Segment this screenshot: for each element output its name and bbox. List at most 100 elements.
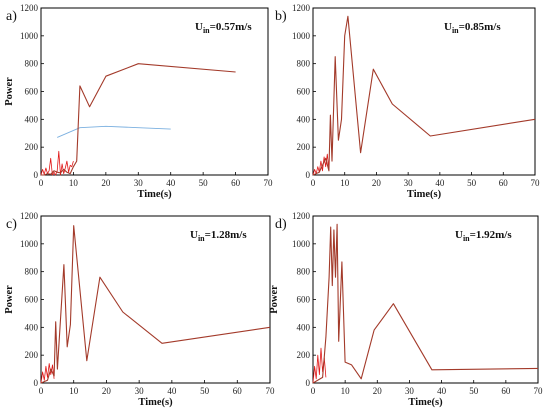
y-tick-label: 200 — [25, 142, 39, 152]
velocity-annotation: Uin=0.57m/s — [195, 21, 252, 35]
y-tick-label: 400 — [297, 322, 311, 332]
x-tick-label: 60 — [233, 386, 243, 396]
annotation-subscript: in — [198, 234, 205, 243]
y-tick-label: 200 — [297, 350, 311, 360]
x-tick-label: 0 — [39, 178, 44, 188]
panel-a: 0 10 20 30 40 50 60 70 0 200 400 600 800 1000 1200 Time… — [4, 3, 273, 200]
series-line-secondary — [57, 125, 171, 138]
x-tick-label: 20 — [372, 178, 382, 188]
x-tick-label: 70 — [531, 178, 541, 188]
x-tick-label: 0 — [39, 386, 44, 396]
y-tick-label: 800 — [297, 267, 311, 277]
velocity-annotation: Uin=1.92m/s — [455, 229, 512, 243]
x-axis-label: Time(s) — [407, 189, 442, 200]
y-tick-label: 600 — [297, 87, 311, 97]
x-tick-label: 60 — [501, 386, 511, 396]
y-tick-label: 1200 — [292, 211, 311, 221]
x-tick-label: 20 — [102, 386, 112, 396]
x-tick-label: 10 — [69, 386, 79, 396]
y-tick-label: 1000 — [20, 239, 39, 249]
panel-c: 0 10 20 30 40 50 60 70 0 200 400 600 800 1000 1200 Time… — [4, 211, 275, 408]
x-tick-label: 60 — [231, 178, 241, 188]
x-tick-label: 40 — [166, 178, 176, 188]
x-tick-label: 40 — [435, 178, 445, 188]
plot-frame — [40, 7, 269, 176]
x-tick-label: 70 — [534, 386, 544, 396]
annotation-symbol: U — [195, 21, 203, 33]
y-tick-label: 800 — [297, 59, 311, 69]
y-tick-label: 800 — [25, 267, 39, 277]
y-tick-label: 800 — [25, 59, 39, 69]
series-line-main — [41, 63, 236, 176]
annotation-value: =0.57m/s — [210, 21, 253, 33]
x-tick-label: 70 — [266, 386, 276, 396]
panel-b: 0 10 20 30 40 50 60 70 0 200 400 600 800 1000 1200 Time… — [275, 3, 540, 200]
y-tick-label: 1000 — [292, 31, 311, 41]
x-tick-label: 70 — [264, 178, 274, 188]
x-tick-label: 60 — [499, 178, 509, 188]
y-tick-label: 0 — [306, 378, 311, 388]
series-line-main — [40, 225, 271, 384]
annotation-value: =1.92m/s — [470, 229, 513, 241]
x-axis-label: Time(s) — [408, 397, 443, 408]
y-axis-label: Power — [4, 77, 15, 106]
series-line-main — [312, 223, 539, 384]
y-tick-label: 0 — [34, 378, 39, 388]
x-tick-label: 0 — [311, 386, 316, 396]
y-tick-label: 600 — [25, 87, 39, 97]
annotation-symbol: U — [444, 21, 452, 33]
y-tick-label: 1000 — [292, 239, 311, 249]
panel-label: a) — [6, 9, 17, 24]
annotation-subscript: in — [203, 26, 210, 35]
y-tick-label: 1000 — [20, 31, 39, 41]
velocity-annotation: Uin=1.28m/s — [190, 229, 247, 243]
x-tick-label: 30 — [134, 178, 144, 188]
x-tick-label: 30 — [135, 386, 145, 396]
series-line-main — [312, 15, 536, 176]
panel-label: c) — [6, 217, 17, 232]
y-tick-label: 600 — [25, 295, 39, 305]
y-tick-label: 1200 — [292, 3, 311, 13]
x-tick-label: 50 — [200, 386, 210, 396]
y-tick-label: 400 — [25, 322, 39, 332]
y-tick-label: 600 — [297, 295, 311, 305]
panel-d: 0 10 20 30 40 50 60 70 0 200 400 600 800 1000 1200 Time… — [269, 211, 543, 408]
y-tick-label: 1200 — [20, 3, 39, 13]
x-tick-label: 10 — [341, 386, 351, 396]
annotation-value: =1.28m/s — [205, 229, 248, 241]
x-tick-label: 30 — [404, 178, 414, 188]
plot-frame — [312, 7, 536, 176]
series-line-noise — [312, 153, 330, 176]
x-tick-label: 10 — [340, 178, 350, 188]
y-axis-label: Power — [269, 285, 280, 314]
y-tick-label: 200 — [297, 142, 311, 152]
x-tick-label: 0 — [311, 178, 316, 188]
annotation-value: =0.85m/s — [459, 21, 502, 33]
series-line-noise — [40, 150, 74, 176]
x-tick-label: 50 — [467, 178, 477, 188]
velocity-annotation: Uin=0.85m/s — [444, 21, 501, 35]
x-axis-label: Time(s) — [138, 397, 173, 408]
x-tick-label: 40 — [437, 386, 447, 396]
annotation-symbol: U — [190, 229, 198, 241]
x-tick-label: 20 — [101, 178, 111, 188]
y-tick-label: 0 — [306, 170, 311, 180]
x-tick-label: 50 — [199, 178, 209, 188]
series-line-noise — [40, 363, 55, 384]
annotation-symbol: U — [455, 229, 463, 241]
y-tick-label: 0 — [34, 170, 39, 180]
x-tick-label: 50 — [469, 386, 479, 396]
y-axis-label: Power — [4, 285, 15, 314]
x-tick-label: 20 — [373, 386, 383, 396]
x-tick-label: 10 — [69, 178, 79, 188]
panel-label: d) — [275, 217, 287, 232]
y-tick-label: 400 — [25, 114, 39, 124]
x-axis-label: Time(s) — [137, 189, 172, 200]
y-tick-label: 400 — [297, 114, 311, 124]
panel-label: b) — [275, 9, 287, 24]
x-tick-label: 40 — [167, 386, 177, 396]
x-tick-label: 30 — [405, 386, 415, 396]
annotation-subscript: in — [463, 234, 470, 243]
annotation-subscript: in — [452, 26, 459, 35]
